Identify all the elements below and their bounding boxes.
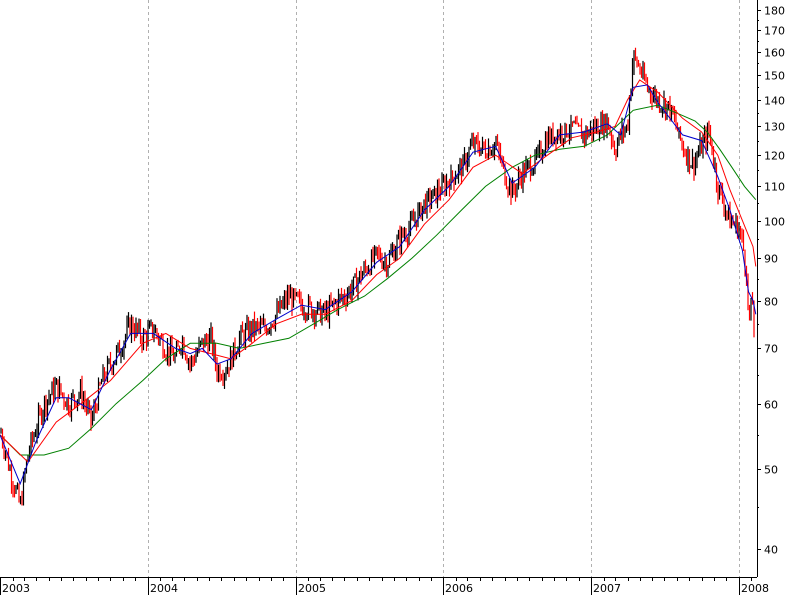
- x-tick-label: 2006: [445, 582, 473, 595]
- price-bars: [0, 47, 755, 506]
- y-tick-label: 180: [764, 5, 785, 18]
- y-tick-label: 110: [764, 181, 785, 194]
- y-tick-label: 50: [764, 464, 778, 477]
- plot-frame: [0, 0, 758, 578]
- x-axis: 2003 2004 2005 2006 2007 2008: [0, 577, 769, 595]
- y-tick-label: 140: [764, 95, 785, 108]
- ma-long-line: [0, 104, 757, 456]
- y-axis: 40 50 60 70 80 90 100 110 120 130 140 150 160 170 180: [757, 5, 785, 557]
- x-tick-label: 2004: [150, 582, 178, 595]
- y-tick-label: 70: [764, 343, 778, 356]
- x-tick-label: 2003: [2, 582, 30, 595]
- y-tick-label: 40: [764, 544, 778, 557]
- y-tick-label: 80: [764, 296, 778, 309]
- x-tick-label: 2008: [741, 582, 769, 595]
- y-tick-label: 60: [764, 399, 778, 412]
- y-tick-label: 100: [764, 216, 785, 229]
- y-tick-label: 130: [764, 121, 785, 134]
- y-tick-label: 120: [764, 150, 785, 163]
- ma-medium-line: [0, 79, 757, 463]
- x-tick-label: 2005: [298, 582, 326, 595]
- grid: [148, 0, 740, 577]
- y-tick-label: 150: [764, 70, 785, 83]
- y-tick-label: 90: [764, 253, 778, 266]
- ma-short-line: [0, 84, 757, 486]
- moving-averages: [0, 79, 757, 486]
- y-tick-label: 170: [764, 25, 785, 38]
- y-tick-label: 160: [764, 47, 785, 60]
- x-tick-label: 2007: [593, 582, 621, 595]
